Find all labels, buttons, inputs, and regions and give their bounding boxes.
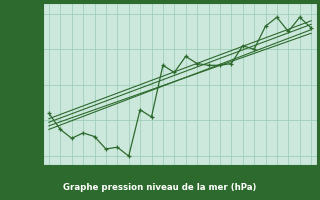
Text: Graphe pression niveau de la mer (hPa): Graphe pression niveau de la mer (hPa): [63, 182, 257, 192]
